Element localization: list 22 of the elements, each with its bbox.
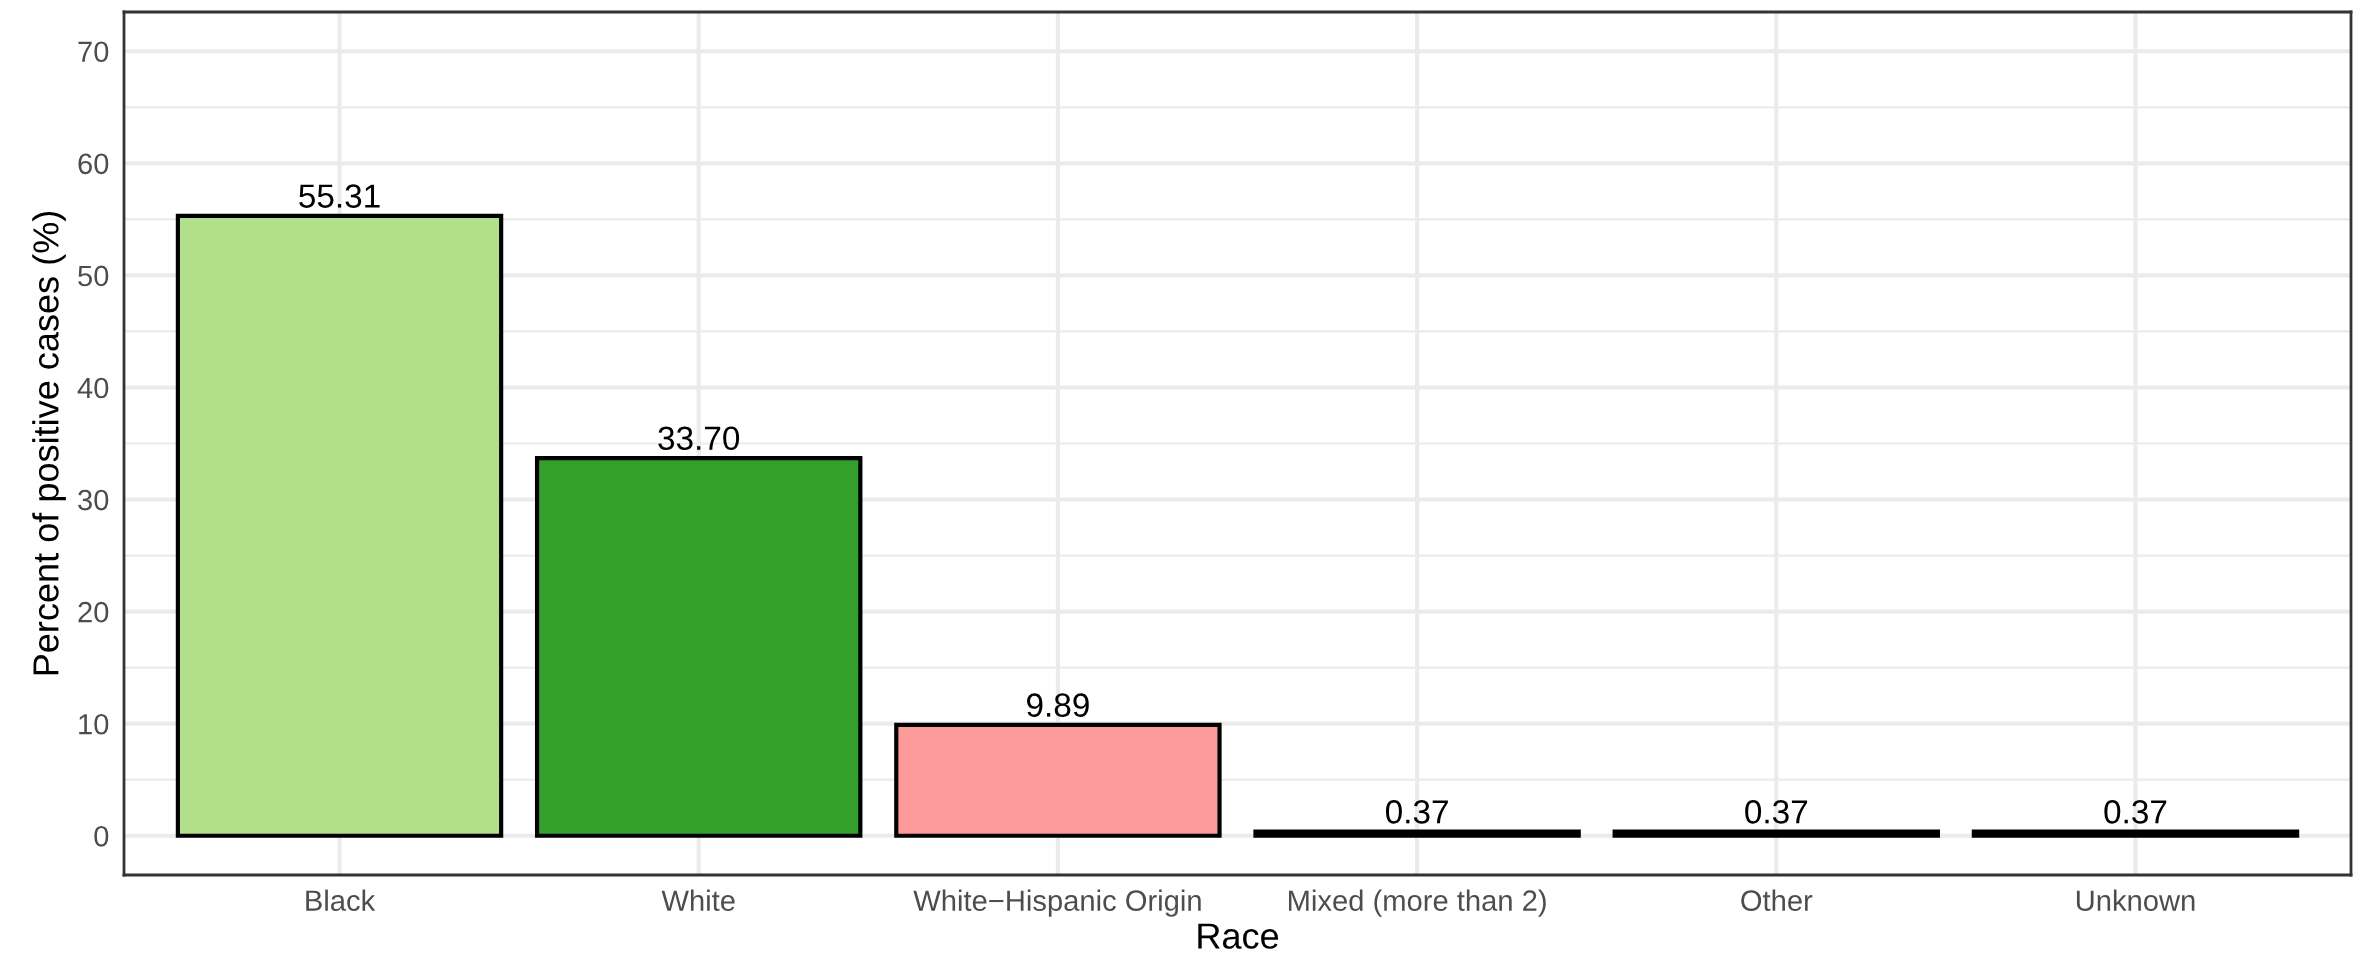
y-axis-title: Percent of positive cases (%)	[32, 211, 66, 675]
y-tick-label: 70	[78, 41, 109, 63]
x-tick-label: Other	[1741, 889, 1813, 912]
data-label: 0.37	[1745, 800, 1808, 824]
x-tick-label: White−Hispanic Origin	[913, 889, 1201, 917]
x-tick-label: Mixed (more than 2)	[1289, 889, 1546, 917]
x-tick-label: Black	[306, 889, 376, 912]
x-tick-label: White	[661, 889, 735, 912]
data-label: 55.31	[299, 184, 380, 208]
x-tick-label: Unknown	[2076, 889, 2195, 912]
y-tick-label: 40	[77, 377, 109, 399]
data-label: 0.37	[1385, 800, 1448, 824]
y-tick-label: 50	[78, 265, 109, 287]
y-tick-label: 10	[79, 713, 109, 735]
x-axis-title: Race	[1198, 923, 1279, 949]
y-tick-label: 30	[78, 489, 109, 511]
y-tick-label: 60	[78, 153, 109, 175]
data-label: 9.89	[1027, 693, 1089, 717]
data-label: 33.70	[658, 426, 740, 451]
y-tick-label: 20	[78, 601, 109, 623]
y-tick-label: 0	[94, 825, 109, 847]
data-label: 0.37	[2104, 800, 2167, 824]
